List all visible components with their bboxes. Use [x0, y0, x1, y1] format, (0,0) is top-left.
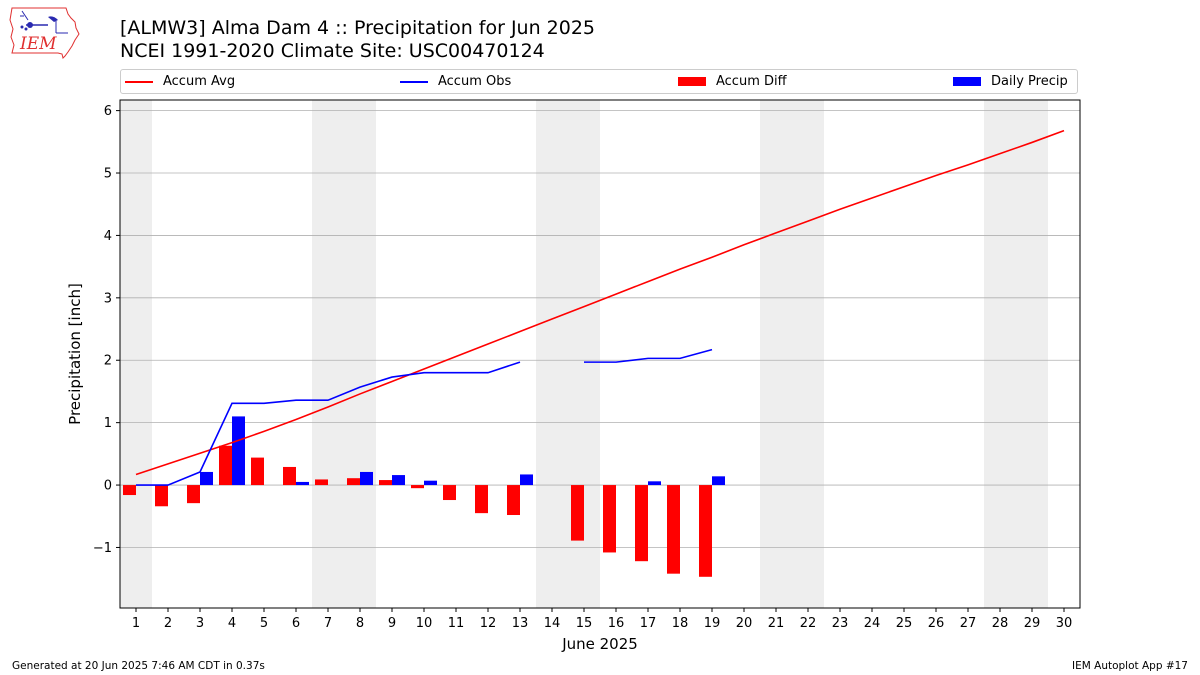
weekend-band-3 — [760, 100, 824, 608]
weekend-band-0 — [120, 100, 152, 608]
footer-generated: Generated at 20 Jun 2025 7:46 AM CDT in … — [12, 660, 265, 672]
bar-accum-diff-day-5 — [251, 457, 264, 486]
station-icon — [20, 10, 68, 34]
xtick-label-4: 4 — [228, 616, 236, 631]
bar-daily-precip-day-8 — [360, 471, 373, 486]
xtick-label-11: 11 — [448, 616, 465, 631]
bar-accum-diff-day-13 — [507, 485, 520, 516]
bar-daily-precip-day-17 — [648, 481, 661, 486]
bar-daily-precip-day-3 — [200, 471, 213, 486]
ytick-label-4: 3 — [104, 291, 112, 306]
weekend-band-1 — [312, 100, 376, 608]
ytick-label-0: −1 — [93, 541, 112, 556]
xtick-label-1: 1 — [132, 616, 140, 631]
xtick-label-9: 9 — [388, 616, 396, 631]
bar-daily-precip-day-19 — [712, 476, 725, 486]
legend: Accum Avg Accum Obs Accum Diff Daily Pre… — [120, 69, 1078, 94]
y-axis-label: Precipitation [inch] — [66, 283, 84, 425]
legend-item-accum-avg: Accum Avg — [125, 70, 235, 93]
ytick-label-5: 4 — [104, 229, 112, 244]
legend-item-accum-obs: Accum Obs — [400, 70, 511, 93]
footer-app: IEM Autoplot App #17 — [1072, 660, 1188, 672]
x-axis-label: June 2025 — [561, 635, 638, 653]
bar-daily-precip-day-4 — [232, 416, 245, 486]
ytick-label-3: 2 — [104, 354, 112, 369]
xtick-label-8: 8 — [356, 616, 364, 631]
bar-accum-diff-day-11 — [443, 485, 456, 501]
bar-accum-diff-day-8 — [347, 478, 360, 486]
xtick-label-29: 29 — [1024, 616, 1041, 631]
xtick-label-3: 3 — [196, 616, 204, 631]
xtick-label-30: 30 — [1056, 616, 1073, 631]
bar-accum-diff-day-16 — [603, 485, 616, 553]
iem-logo: IEM — [9, 7, 80, 59]
ytick-label-2: 1 — [104, 416, 112, 431]
ytick-label-7: 6 — [104, 104, 112, 119]
xtick-label-22: 22 — [800, 616, 817, 631]
xtick-label-6: 6 — [292, 616, 300, 631]
xtick-label-28: 28 — [992, 616, 1009, 631]
xtick-label-15: 15 — [576, 616, 593, 631]
line-accum-obs-segment-0 — [136, 361, 521, 486]
line-accum-avg — [135, 129, 1065, 476]
bar-accum-diff-day-3 — [187, 485, 200, 504]
ytick-label-6: 5 — [104, 167, 112, 182]
bar-accum-diff-day-4 — [219, 445, 232, 486]
line-accum-obs-segment-1 — [584, 348, 713, 363]
xtick-label-26: 26 — [928, 616, 945, 631]
bar-accum-diff-day-19 — [699, 485, 712, 577]
bar-accum-diff-day-15 — [571, 485, 584, 541]
xtick-label-21: 21 — [768, 616, 785, 631]
bar-accum-diff-day-1 — [123, 485, 136, 496]
legend-label-accum-avg: Accum Avg — [163, 74, 236, 89]
bar-daily-precip-day-10 — [424, 480, 437, 486]
weekend-band-4 — [984, 100, 1048, 608]
bar-daily-precip-day-6 — [296, 481, 309, 486]
chart-title: [ALMW3] Alma Dam 4 :: Precipitation for … — [120, 17, 596, 39]
xtick-label-5: 5 — [260, 616, 268, 631]
legend-swatch-daily-precip — [953, 77, 981, 86]
xtick-label-25: 25 — [896, 616, 913, 631]
legend-swatch-accum-avg — [125, 80, 153, 83]
xtick-label-20: 20 — [736, 616, 753, 631]
xtick-label-24: 24 — [864, 616, 881, 631]
legend-swatch-accum-diff — [678, 77, 706, 86]
xtick-label-14: 14 — [544, 616, 561, 631]
ytick-label-1: 0 — [104, 479, 112, 494]
bar-accum-diff-day-12 — [475, 485, 488, 514]
xtick-label-18: 18 — [672, 616, 689, 631]
xtick-label-12: 12 — [480, 616, 497, 631]
legend-label-daily-precip: Daily Precip — [991, 74, 1068, 89]
logo-text: IEM — [19, 34, 57, 54]
legend-swatch-accum-obs — [400, 80, 428, 83]
chart-subtitle: NCEI 1991-2020 Climate Site: USC00470124 — [120, 40, 545, 62]
xtick-label-7: 7 — [324, 616, 332, 631]
xtick-label-27: 27 — [960, 616, 977, 631]
weekend-band-2 — [536, 100, 600, 608]
legend-label-accum-obs: Accum Obs — [438, 74, 512, 89]
legend-item-daily-precip: Daily Precip — [953, 70, 1068, 93]
legend-item-accum-diff: Accum Diff — [678, 70, 787, 93]
bar-accum-diff-day-7 — [315, 479, 328, 486]
bar-accum-diff-day-17 — [635, 485, 648, 562]
bar-accum-diff-day-2 — [155, 485, 168, 507]
bar-accum-diff-day-18 — [667, 485, 680, 574]
xtick-label-23: 23 — [832, 616, 849, 631]
xtick-label-10: 10 — [416, 616, 433, 631]
xtick-label-19: 19 — [704, 616, 721, 631]
xtick-label-16: 16 — [608, 616, 625, 631]
bar-accum-diff-day-6 — [283, 466, 296, 486]
xtick-label-13: 13 — [512, 616, 529, 631]
bar-accum-diff-day-9 — [379, 480, 392, 486]
bar-accum-diff-day-10 — [411, 485, 424, 489]
plot-frame — [119, 99, 1081, 609]
bar-daily-precip-day-9 — [392, 475, 405, 486]
bar-daily-precip-day-13 — [520, 474, 533, 486]
xtick-label-2: 2 — [164, 616, 172, 631]
legend-label-accum-diff: Accum Diff — [716, 74, 787, 89]
xtick-label-17: 17 — [640, 616, 657, 631]
